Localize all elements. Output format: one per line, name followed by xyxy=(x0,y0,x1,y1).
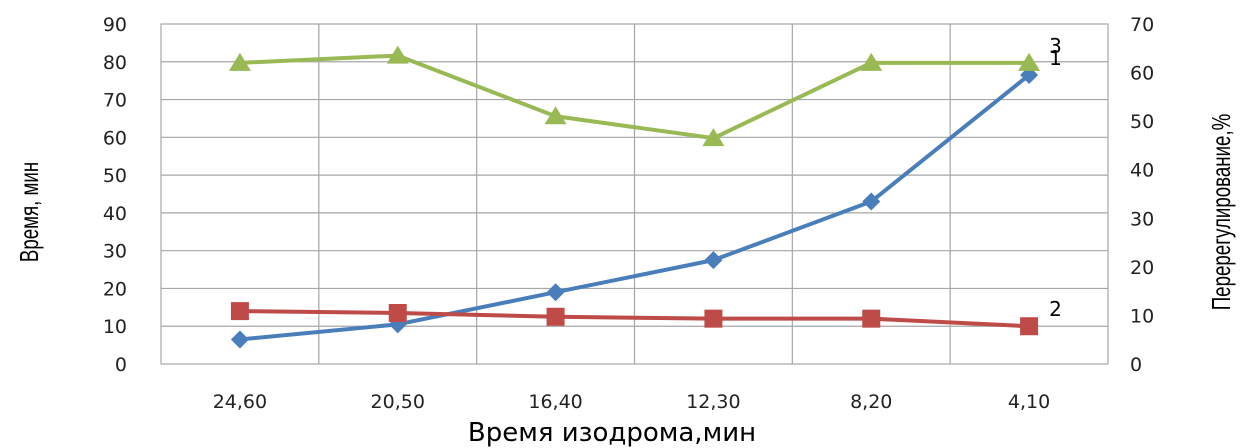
x-tick-label: 16,40 xyxy=(528,391,582,413)
series-1-point xyxy=(230,330,249,349)
right-y-axis-title: Перерегулирование,% xyxy=(1206,114,1236,311)
series-1-point xyxy=(546,283,565,302)
right-y-tick-label: 20 xyxy=(1130,257,1154,279)
left-y-tick-label: 60 xyxy=(103,127,127,149)
left-y-tick-label: 40 xyxy=(103,203,127,225)
series-2-point xyxy=(704,309,723,328)
left-y-tick-label: 90 xyxy=(103,14,127,36)
series-3-point xyxy=(386,45,409,64)
left-y-tick-label: 30 xyxy=(103,241,127,263)
series-3-point xyxy=(1018,52,1041,71)
series-2-line xyxy=(239,309,1030,329)
x-tick-label: 24,60 xyxy=(213,391,267,413)
series-1-point xyxy=(704,251,723,270)
right-y-tick-label: 0 xyxy=(1130,354,1142,376)
x-axis: 24,60 20,50 16,40 12,30 8,20 4,10 xyxy=(213,391,1051,413)
left-y-tick-label: 0 xyxy=(115,354,127,376)
right-y-tick-label: 40 xyxy=(1130,160,1154,182)
series-3-point xyxy=(544,106,567,125)
x-tick-label: 20,50 xyxy=(371,391,425,413)
x-axis-title: Время изодрома,мин xyxy=(468,418,756,448)
series-3-point xyxy=(702,128,725,147)
series-1-label: 1 xyxy=(1049,46,1062,70)
left-y-tick-label: 70 xyxy=(103,90,127,112)
series-3-point xyxy=(228,52,251,71)
series-3-label: 3 xyxy=(1049,34,1062,58)
right-y-tick-label: 60 xyxy=(1130,63,1154,85)
chart-series: 1 2 3 xyxy=(228,34,1062,349)
series-2-point xyxy=(1020,317,1039,336)
right-y-tick-label: 70 xyxy=(1130,14,1154,36)
series-3-line xyxy=(239,53,1030,141)
left-y-tick-label: 80 xyxy=(103,52,127,74)
x-tick-label: 12,30 xyxy=(686,391,740,413)
series-1-line xyxy=(239,73,1031,342)
x-tick-label: 8,20 xyxy=(850,391,892,413)
series-2-point xyxy=(546,307,565,326)
series-3-point xyxy=(860,52,883,71)
left-y-tick-label: 50 xyxy=(103,165,127,187)
series-1-point xyxy=(862,192,881,211)
x-tick-label: 4,10 xyxy=(1008,391,1050,413)
right-y-axis: 0 10 20 30 40 50 60 70 xyxy=(1130,14,1154,376)
right-y-tick-label: 30 xyxy=(1130,208,1154,230)
left-y-tick-label: 20 xyxy=(103,278,127,300)
series-2-point xyxy=(388,304,407,322)
right-y-tick-label: 10 xyxy=(1130,305,1154,327)
series-2-label: 2 xyxy=(1049,297,1062,321)
left-y-axis-title: Время, мин xyxy=(14,162,44,262)
left-y-axis: 0 10 20 30 40 50 60 70 80 90 xyxy=(103,14,127,376)
right-y-tick-label: 50 xyxy=(1130,111,1154,133)
series-2-point xyxy=(862,309,881,328)
left-y-tick-label: 10 xyxy=(103,316,127,338)
series-2-point xyxy=(230,302,249,321)
